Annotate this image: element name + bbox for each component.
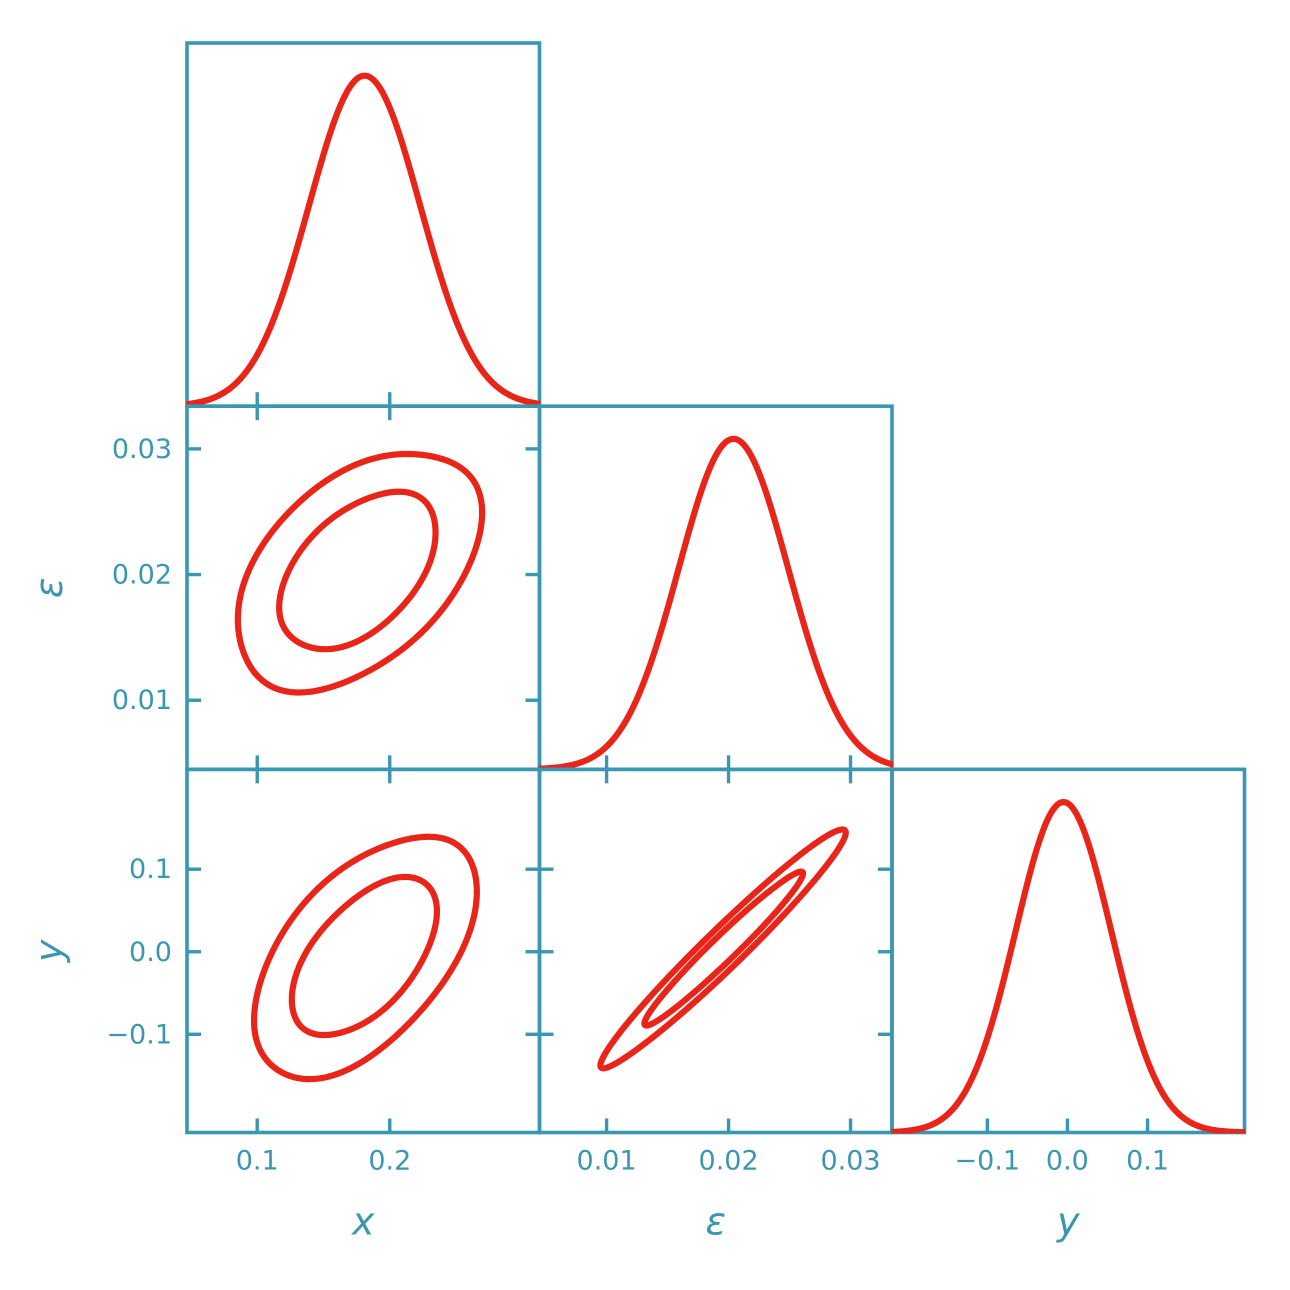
x-axis-label-x: x <box>351 1200 375 1244</box>
y-axis-label-y: y <box>27 939 71 963</box>
panel-epsilon-density <box>537 404 894 772</box>
y-tick-label-y-2: 0.1 <box>129 854 172 885</box>
y-tick-label-epsilon-1: 0.02 <box>112 560 172 591</box>
panel-y-density <box>890 767 1247 1135</box>
x-tick-label-y-2: 0.1 <box>1126 1146 1169 1177</box>
y-tick-label-epsilon-0: 0.01 <box>112 685 172 716</box>
x-tick-label-y-0: −0.1 <box>955 1146 1021 1177</box>
x-tick-label-x-1: 0.2 <box>368 1146 411 1177</box>
x-axis-label-epsilon: ε <box>706 1200 727 1244</box>
x-axis-label-y: y <box>1056 1200 1080 1244</box>
density-curve-x <box>186 72 541 408</box>
panel-frame <box>537 767 894 1135</box>
panel-frame <box>185 767 542 1135</box>
panel-x-density <box>185 41 542 408</box>
density-curve-epsilon <box>538 435 893 771</box>
x-tick-label-epsilon-0: 0.01 <box>577 1146 637 1177</box>
contour-epsilon-y-level-2 <box>597 826 849 1072</box>
x-tick-label-y-1: 0.0 <box>1046 1146 1089 1177</box>
x-tick-label-epsilon-1: 0.02 <box>699 1146 759 1177</box>
panel-frame <box>185 41 542 408</box>
contour-x-y-level-1 <box>288 873 441 1039</box>
y-tick-label-epsilon-2: 0.03 <box>112 434 172 465</box>
y-tick-label-y-1: 0.0 <box>129 937 172 968</box>
density-curve-y <box>891 798 1246 1134</box>
y-axis-label-epsilon: ε <box>27 578 71 599</box>
panel-frame <box>890 767 1247 1135</box>
contour-x-epsilon-level-2 <box>234 450 486 696</box>
contour-x-epsilon-level-1 <box>276 488 439 653</box>
panel-x-epsilon-contour <box>185 404 542 772</box>
contour-x-y-level-2 <box>250 833 480 1083</box>
y-tick-label-y-0: −0.1 <box>106 1019 172 1050</box>
panel-x-y-contour <box>185 767 542 1135</box>
panel-epsilon-y-contour <box>537 767 894 1135</box>
x-tick-label-epsilon-2: 0.03 <box>820 1146 880 1177</box>
x-tick-label-x-0: 0.1 <box>236 1146 279 1177</box>
contour-epsilon-y-level-1 <box>641 868 807 1029</box>
